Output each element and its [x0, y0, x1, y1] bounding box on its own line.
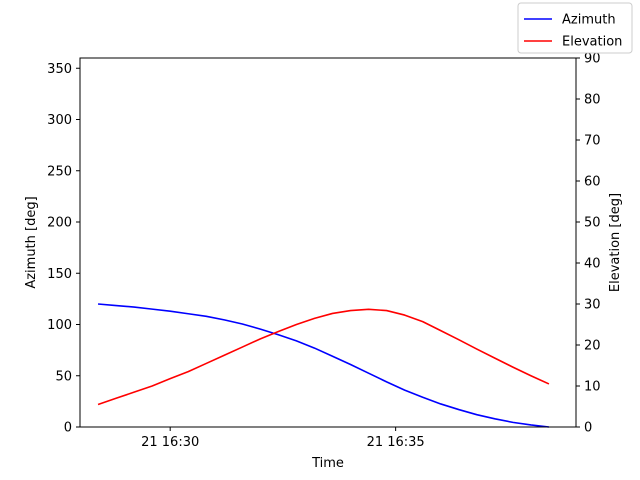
right-axis: 0 10 20 30 40 50 60 70 80 90: [576, 52, 601, 436]
left-tick-label: 200: [47, 216, 72, 231]
left-tick-label: 300: [47, 113, 72, 128]
left-tick-label: 0: [64, 421, 72, 436]
right-tick-label: 10: [584, 380, 601, 395]
legend-label: Azimuth: [562, 13, 616, 28]
right-tick-label: 60: [584, 175, 601, 190]
right-y-axis-label: Elevation [deg]: [608, 193, 623, 292]
series-line-elevation: [97, 308, 550, 406]
legend-label: Elevation: [562, 35, 622, 50]
right-tick-label: 30: [584, 298, 601, 313]
right-tick-label: 40: [584, 257, 601, 272]
left-tick-label: 150: [47, 267, 72, 282]
left-axis: 0 50 100 150 200 250 300 350: [47, 62, 80, 436]
plot-frame: [79, 57, 577, 428]
right-tick-label: 80: [584, 93, 601, 108]
left-tick-label: 250: [47, 164, 72, 179]
right-tick-label: 20: [584, 339, 601, 354]
left-y-axis-label: Azimuth [deg]: [24, 196, 39, 288]
left-tick-label: 100: [47, 318, 72, 333]
plot-lines: [97, 303, 550, 428]
series-line-azimuth: [97, 303, 550, 428]
x-tick-label: 21 16:30: [141, 435, 199, 450]
x-axis: 21 16:30 21 16:35: [141, 427, 425, 450]
right-tick-label: 70: [584, 134, 601, 149]
legend: Azimuth Elevation: [517, 2, 633, 54]
x-tick-label: 21 16:35: [367, 435, 425, 450]
right-tick-label: 0: [584, 421, 592, 436]
left-tick-label: 50: [55, 369, 72, 384]
x-axis-label: Time: [311, 456, 344, 471]
left-tick-label: 350: [47, 62, 72, 77]
right-tick-label: 50: [584, 216, 601, 231]
right-tick-label: 90: [584, 52, 601, 67]
